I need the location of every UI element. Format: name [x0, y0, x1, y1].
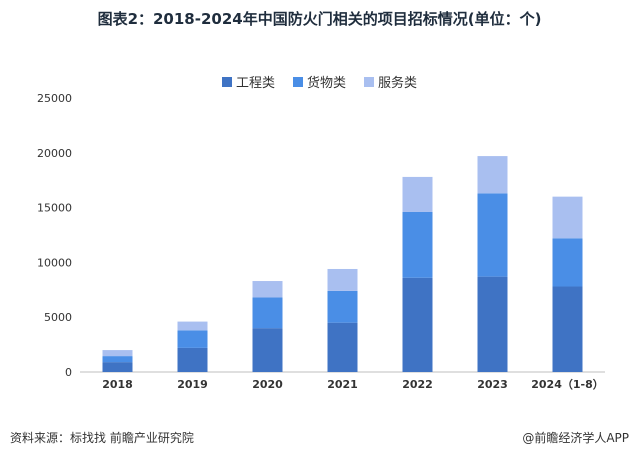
legend-item-services: 服务类 [364, 72, 417, 91]
x-tick-label: 2018 [102, 378, 133, 391]
legend-label-engineering: 工程类 [235, 76, 275, 91]
source-note: 资料来源：标找找 前瞻产业研究院 [10, 431, 194, 445]
bar-segment-goods [252, 297, 283, 329]
legend-swatch-goods [292, 76, 303, 87]
legend-item-goods: 货物类 [292, 72, 346, 91]
y-tick-label: 20000 [37, 147, 72, 160]
bar-segment-services [477, 156, 508, 194]
legend-swatch-services [364, 76, 374, 87]
bar-segment-services [252, 281, 283, 298]
bar-segment-services [402, 176, 433, 212]
footer: 资料来源：标找找 前瞻产业研究院 @前瞻经济学人APP [10, 429, 629, 446]
bar-segment-services [102, 350, 133, 357]
x-tick-label: 2020 [252, 378, 283, 391]
x-tick-label: 2023 [477, 378, 508, 391]
bar-segment-engineering [477, 276, 508, 372]
legend-label-goods: 货物类 [306, 76, 346, 91]
chart-title: 图表2：2018-2024年中国防火门相关的项目招标情况(单位：个) [97, 10, 542, 28]
bar-segment-goods [477, 193, 508, 277]
credit-note: @前瞻经济学人APP [522, 431, 629, 445]
y-tick-label: 5000 [44, 311, 72, 324]
bar-segment-services [552, 196, 583, 239]
bar-segment-goods [327, 290, 358, 323]
bar-segment-engineering [327, 322, 358, 372]
bar-segment-goods [402, 211, 433, 278]
y-tick-label: 25000 [37, 92, 72, 105]
bar-segment-services [327, 268, 358, 291]
legend-item-engineering: 工程类 [221, 72, 275, 91]
bar-segment-engineering [552, 286, 583, 372]
y-tick-label: 10000 [37, 256, 72, 269]
bar-segment-services [177, 321, 208, 331]
bar-segment-engineering [402, 277, 433, 372]
legend-label-services: 服务类 [378, 76, 418, 91]
bar-segment-engineering [252, 328, 283, 372]
bar-segment-goods [177, 330, 208, 348]
y-tick-label: 0 [65, 366, 72, 379]
y-tick-label: 15000 [37, 202, 72, 215]
legend: 工程类 货物类 服务类 [0, 72, 639, 91]
x-tick-label: 2021 [327, 378, 358, 391]
x-tick-label: 2019 [177, 378, 208, 391]
legend-swatch-engineering [221, 76, 232, 87]
bar-segment-goods [552, 238, 583, 287]
x-tick-label: 2024（1-8） [531, 378, 604, 391]
bar-segment-goods [102, 356, 133, 363]
x-tick-label: 2022 [402, 378, 433, 391]
bar-segment-engineering [177, 347, 208, 372]
bar-segment-engineering [102, 362, 133, 372]
